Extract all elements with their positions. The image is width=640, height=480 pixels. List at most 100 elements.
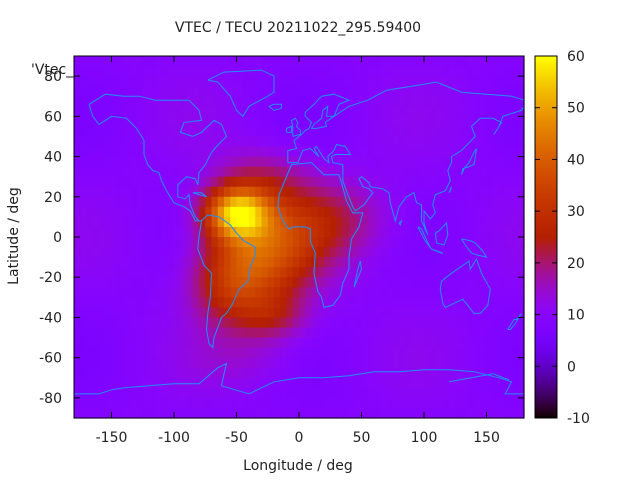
heatmap-cell bbox=[342, 76, 350, 87]
heatmap-cell bbox=[242, 327, 250, 339]
colorbar-segment bbox=[535, 355, 557, 357]
heatmap-cell bbox=[505, 287, 513, 298]
colorbar-segment bbox=[535, 244, 557, 246]
heatmap-cell bbox=[249, 126, 256, 138]
heatmap-cell bbox=[117, 56, 125, 67]
heatmap-cell bbox=[242, 116, 250, 127]
heatmap-cell bbox=[386, 237, 394, 248]
heatmap-cell bbox=[455, 56, 463, 67]
heatmap-cell bbox=[280, 166, 288, 178]
heatmap-cell bbox=[374, 247, 381, 258]
heatmap-cell bbox=[286, 116, 294, 127]
heatmap-cell bbox=[155, 206, 163, 218]
heatmap-cell bbox=[105, 247, 113, 258]
heatmap-cell bbox=[486, 196, 494, 208]
heatmap-cell bbox=[449, 377, 456, 389]
heatmap-cell bbox=[355, 257, 363, 268]
heatmap-cell bbox=[461, 66, 469, 77]
colorbar-segment bbox=[535, 206, 557, 208]
heatmap-cell bbox=[330, 357, 338, 369]
heatmap-cell bbox=[492, 267, 500, 278]
heatmap-cell bbox=[505, 86, 513, 97]
heatmap-cell bbox=[167, 287, 175, 298]
heatmap-cell bbox=[399, 156, 406, 168]
heatmap-cell bbox=[217, 407, 225, 419]
heatmap-cell bbox=[517, 136, 525, 148]
heatmap-cell bbox=[192, 106, 200, 117]
heatmap-cell bbox=[374, 186, 381, 198]
heatmap-cell bbox=[286, 56, 294, 67]
heatmap-cell bbox=[217, 297, 225, 308]
colorbar-segment bbox=[535, 177, 557, 179]
heatmap-cell bbox=[124, 196, 131, 208]
heatmap-cell bbox=[499, 327, 506, 339]
heatmap-cell bbox=[374, 166, 381, 178]
heatmap-cell bbox=[117, 86, 125, 97]
colorbar-segment bbox=[535, 394, 557, 396]
heatmap-cell bbox=[342, 106, 350, 117]
heatmap-cell bbox=[267, 407, 275, 419]
heatmap-cell bbox=[267, 126, 275, 138]
heatmap-cell bbox=[405, 166, 413, 178]
heatmap-cell bbox=[80, 136, 88, 148]
heatmap-cell bbox=[442, 267, 450, 278]
heatmap-cell bbox=[86, 176, 94, 188]
heatmap-cell bbox=[117, 407, 125, 419]
heatmap-cell bbox=[367, 146, 375, 158]
heatmap-cell bbox=[249, 287, 256, 298]
heatmap-cell bbox=[336, 116, 344, 127]
heatmap-cell bbox=[249, 387, 256, 399]
heatmap-cell bbox=[149, 257, 156, 268]
heatmap-cell bbox=[342, 407, 350, 419]
heatmap-cell bbox=[124, 146, 131, 158]
colorbar-segment bbox=[535, 219, 557, 221]
heatmap-cell bbox=[149, 307, 156, 319]
heatmap-cell bbox=[255, 277, 263, 288]
heatmap-cell bbox=[474, 347, 481, 359]
colorbar-segment bbox=[535, 378, 557, 380]
heatmap-cell bbox=[74, 66, 81, 77]
heatmap-cell bbox=[467, 76, 475, 87]
heatmap-cell bbox=[130, 257, 138, 268]
heatmap-cell bbox=[317, 257, 325, 268]
heatmap-cell bbox=[311, 327, 319, 339]
heatmap-cell bbox=[499, 387, 506, 399]
colorbar-segment bbox=[535, 306, 557, 308]
heatmap-cell bbox=[455, 116, 463, 127]
heatmap-cell bbox=[411, 377, 419, 389]
heatmap-cell bbox=[142, 126, 150, 138]
heatmap-cell bbox=[330, 76, 338, 87]
heatmap-cell bbox=[180, 206, 188, 218]
heatmap-cell bbox=[411, 156, 419, 168]
heatmap-cell bbox=[499, 317, 506, 329]
heatmap-cell bbox=[442, 407, 450, 419]
heatmap-cell bbox=[511, 337, 519, 349]
heatmap-cell bbox=[499, 337, 506, 349]
heatmap-cell bbox=[217, 166, 225, 178]
colorbar-segment bbox=[535, 209, 557, 211]
heatmap-cell bbox=[267, 226, 275, 238]
heatmap-cell bbox=[167, 407, 175, 419]
heatmap-cell bbox=[311, 66, 319, 77]
colorbar-segment bbox=[535, 237, 557, 239]
heatmap-cell bbox=[117, 116, 125, 127]
heatmap-cell bbox=[492, 116, 500, 127]
heatmap-cell bbox=[199, 96, 206, 107]
heatmap-cell bbox=[186, 247, 194, 258]
heatmap-cell bbox=[211, 297, 219, 308]
heatmap-cell bbox=[142, 367, 150, 379]
heatmap-cell bbox=[161, 367, 169, 379]
heatmap-cell bbox=[399, 327, 406, 339]
heatmap-cell bbox=[311, 347, 319, 359]
heatmap-cell bbox=[380, 166, 388, 178]
heatmap-cell bbox=[286, 66, 294, 77]
heatmap-cell bbox=[186, 156, 194, 168]
colorbar-segment bbox=[535, 261, 557, 263]
heatmap-cell bbox=[411, 136, 419, 148]
heatmap-cell bbox=[305, 397, 313, 409]
heatmap-cell bbox=[80, 257, 88, 268]
heatmap-cell bbox=[330, 307, 338, 319]
heatmap-cell bbox=[74, 106, 81, 117]
heatmap-cell bbox=[342, 196, 350, 208]
heatmap-cell bbox=[80, 76, 88, 87]
